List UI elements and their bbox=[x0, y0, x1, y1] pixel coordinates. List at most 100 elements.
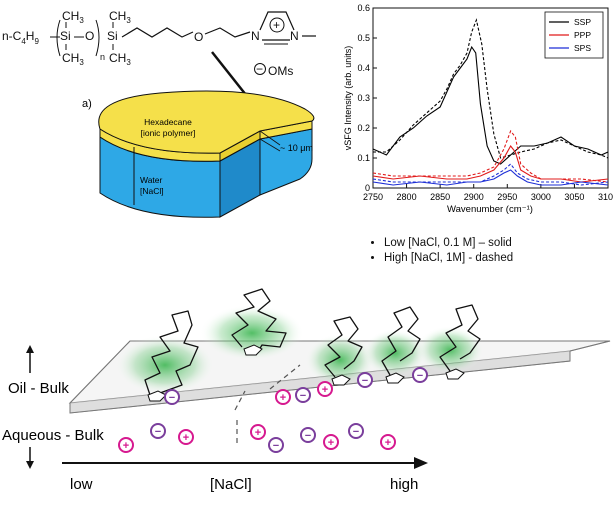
y-tick-label: 0.6 bbox=[357, 3, 370, 13]
headgroup-4 bbox=[385, 372, 405, 384]
y-tick-label: 0.5 bbox=[357, 33, 370, 43]
anion-sign: − bbox=[300, 390, 306, 402]
anion-sign: − bbox=[362, 375, 368, 387]
series-sps-solid bbox=[372, 169, 609, 186]
repeat-bracket-left bbox=[56, 19, 61, 57]
divider-upper bbox=[234, 390, 246, 411]
oxygen-atom-1: O bbox=[85, 29, 94, 43]
x-tick-label: 2800 bbox=[397, 192, 417, 202]
y-axis-label: vSFG Intensity (arb. units) bbox=[343, 46, 353, 151]
note-high: High [NaCl, 1M] - dashed bbox=[384, 251, 513, 266]
cation-sign: + bbox=[280, 392, 286, 404]
nitrogen-atom-2: N bbox=[290, 29, 299, 43]
polymer-chain-4 bbox=[381, 306, 421, 376]
chemical-structure: n-C4H9 Si CH3 CH3 O n Si CH3 CH3 O N + N… bbox=[2, 9, 316, 100]
cation-sign: + bbox=[255, 427, 261, 439]
anion-icon bbox=[357, 372, 373, 388]
thickness-label: ~ 10 μm bbox=[280, 143, 313, 153]
anion-icon bbox=[268, 437, 284, 453]
oil-label: Hexadecane bbox=[144, 117, 192, 127]
y-tick-label: 0.1 bbox=[357, 153, 370, 163]
headgroup-3 bbox=[331, 374, 351, 386]
mesylate-anion: OMs bbox=[268, 64, 293, 78]
si-atom-2: Si bbox=[107, 29, 118, 43]
si-atom-1: Si bbox=[60, 29, 71, 43]
axis-high-label: high bbox=[390, 476, 418, 493]
anion-sign: − bbox=[353, 426, 359, 438]
aqueous-bulk-label: Aqueous - Bulk bbox=[2, 427, 104, 444]
pointer-arrow bbox=[211, 51, 251, 100]
y-tick-label: 0.2 bbox=[357, 123, 370, 133]
cation-sign: + bbox=[123, 440, 129, 452]
cake-diagram: a) Hexadecane [ionic polymer] Water [NaC… bbox=[82, 90, 315, 218]
polymer-chain-5 bbox=[439, 304, 481, 372]
svg-text:−: − bbox=[256, 62, 263, 76]
axis-mid-label: [NaCl] bbox=[210, 476, 252, 493]
legend-entry: SPS bbox=[574, 43, 591, 53]
axis-low-label: low bbox=[70, 476, 93, 493]
polymer-chain-1 bbox=[144, 310, 199, 396]
anion-icon bbox=[412, 367, 428, 383]
anion-sign: − bbox=[273, 440, 279, 452]
repeat-n: n bbox=[100, 52, 105, 62]
cation-icon bbox=[275, 389, 291, 405]
cation-icon bbox=[323, 434, 339, 450]
oil-sublabel: [ionic polymer] bbox=[141, 128, 196, 138]
legend: SSP PPP SPS bbox=[544, 11, 604, 59]
water-sublabel: [NaCl] bbox=[140, 186, 164, 196]
headgroup-1 bbox=[147, 390, 167, 402]
repeat-bracket-right bbox=[95, 19, 100, 57]
x-tick-label: 2900 bbox=[464, 192, 484, 202]
anion-sign: − bbox=[417, 370, 423, 382]
x-tick-label: 3050 bbox=[564, 192, 584, 202]
x-tick-label: 2950 bbox=[497, 192, 517, 202]
interface-schematic: −− −−++− +++−−+−+ Oil - Bulk Aqueous - Bul… bbox=[2, 288, 611, 493]
polymer-chain-2 bbox=[231, 288, 287, 356]
polymer-glow-3 bbox=[305, 334, 375, 386]
methyl-3: CH3 bbox=[109, 9, 131, 25]
x-tick-label: 2750 bbox=[363, 192, 383, 202]
nitrogen-atom-1: N bbox=[251, 29, 260, 43]
ethyl-chain bbox=[204, 27, 251, 38]
series-ppp-solid bbox=[372, 145, 609, 183]
methyl-2: CH3 bbox=[62, 51, 84, 67]
polymer-glow-1 bbox=[115, 335, 215, 395]
series-ssp-dashed bbox=[373, 18, 609, 159]
legend-entry: SSP bbox=[574, 17, 591, 27]
methyl-4: CH3 bbox=[109, 51, 131, 67]
oxygen-atom-2: O bbox=[194, 30, 203, 44]
y-tick-label: 0.4 bbox=[357, 63, 370, 73]
x-tick-label: 2850 bbox=[430, 192, 450, 202]
series-ssp-solid bbox=[372, 45, 609, 165]
imidazolium-ring bbox=[259, 11, 295, 31]
note-low: Low [NaCl, 0.1 M] – solid bbox=[384, 236, 513, 251]
methyl-1: CH3 bbox=[62, 9, 84, 25]
oil-top-surface bbox=[98, 90, 315, 154]
water-label: Water bbox=[140, 175, 163, 185]
anion-icon bbox=[295, 387, 311, 403]
polymer-glow-4 bbox=[363, 329, 427, 377]
series-sps-dashed bbox=[372, 163, 609, 186]
cation-icon bbox=[178, 429, 194, 445]
series-ppp-dashed bbox=[372, 129, 609, 183]
x-axis-label: Wavenumber (cm⁻¹) bbox=[447, 204, 533, 215]
anion-icon bbox=[150, 423, 166, 439]
cation-sign: + bbox=[183, 432, 189, 444]
cation-sign: + bbox=[385, 437, 391, 449]
propyl-chain bbox=[121, 27, 194, 38]
y-tick-label: 0.3 bbox=[357, 93, 370, 103]
anion-sign: − bbox=[155, 426, 161, 438]
headgroup-2 bbox=[243, 344, 263, 356]
headgroup-5 bbox=[445, 368, 465, 380]
line-style-notes: Low [NaCl, 0.1 M] – solid High [NaCl, 1M… bbox=[368, 236, 513, 266]
x-tick-label: 3000 bbox=[531, 192, 551, 202]
panel-label: a) bbox=[82, 98, 92, 110]
cation-icon bbox=[250, 424, 266, 440]
water-layer-right bbox=[259, 128, 313, 196]
svg-text:+: + bbox=[273, 18, 280, 32]
anion-icon bbox=[348, 423, 364, 439]
anion-icon bbox=[300, 427, 316, 443]
oil-bulk-label: Oil - Bulk bbox=[8, 380, 69, 397]
